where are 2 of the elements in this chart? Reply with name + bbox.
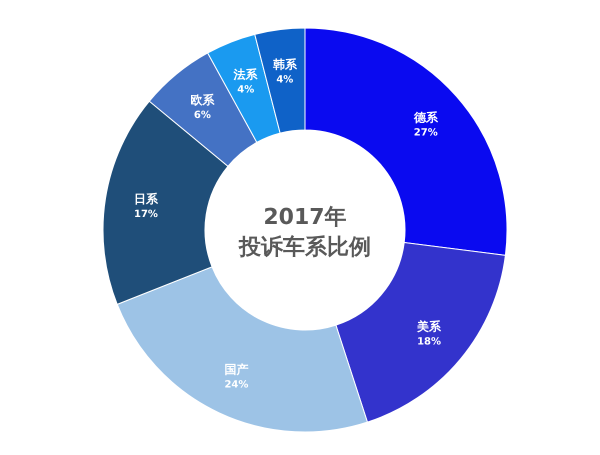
title: 2017年 — [263, 205, 347, 230]
subtitle: 投诉车系比例 — [239, 235, 371, 260]
